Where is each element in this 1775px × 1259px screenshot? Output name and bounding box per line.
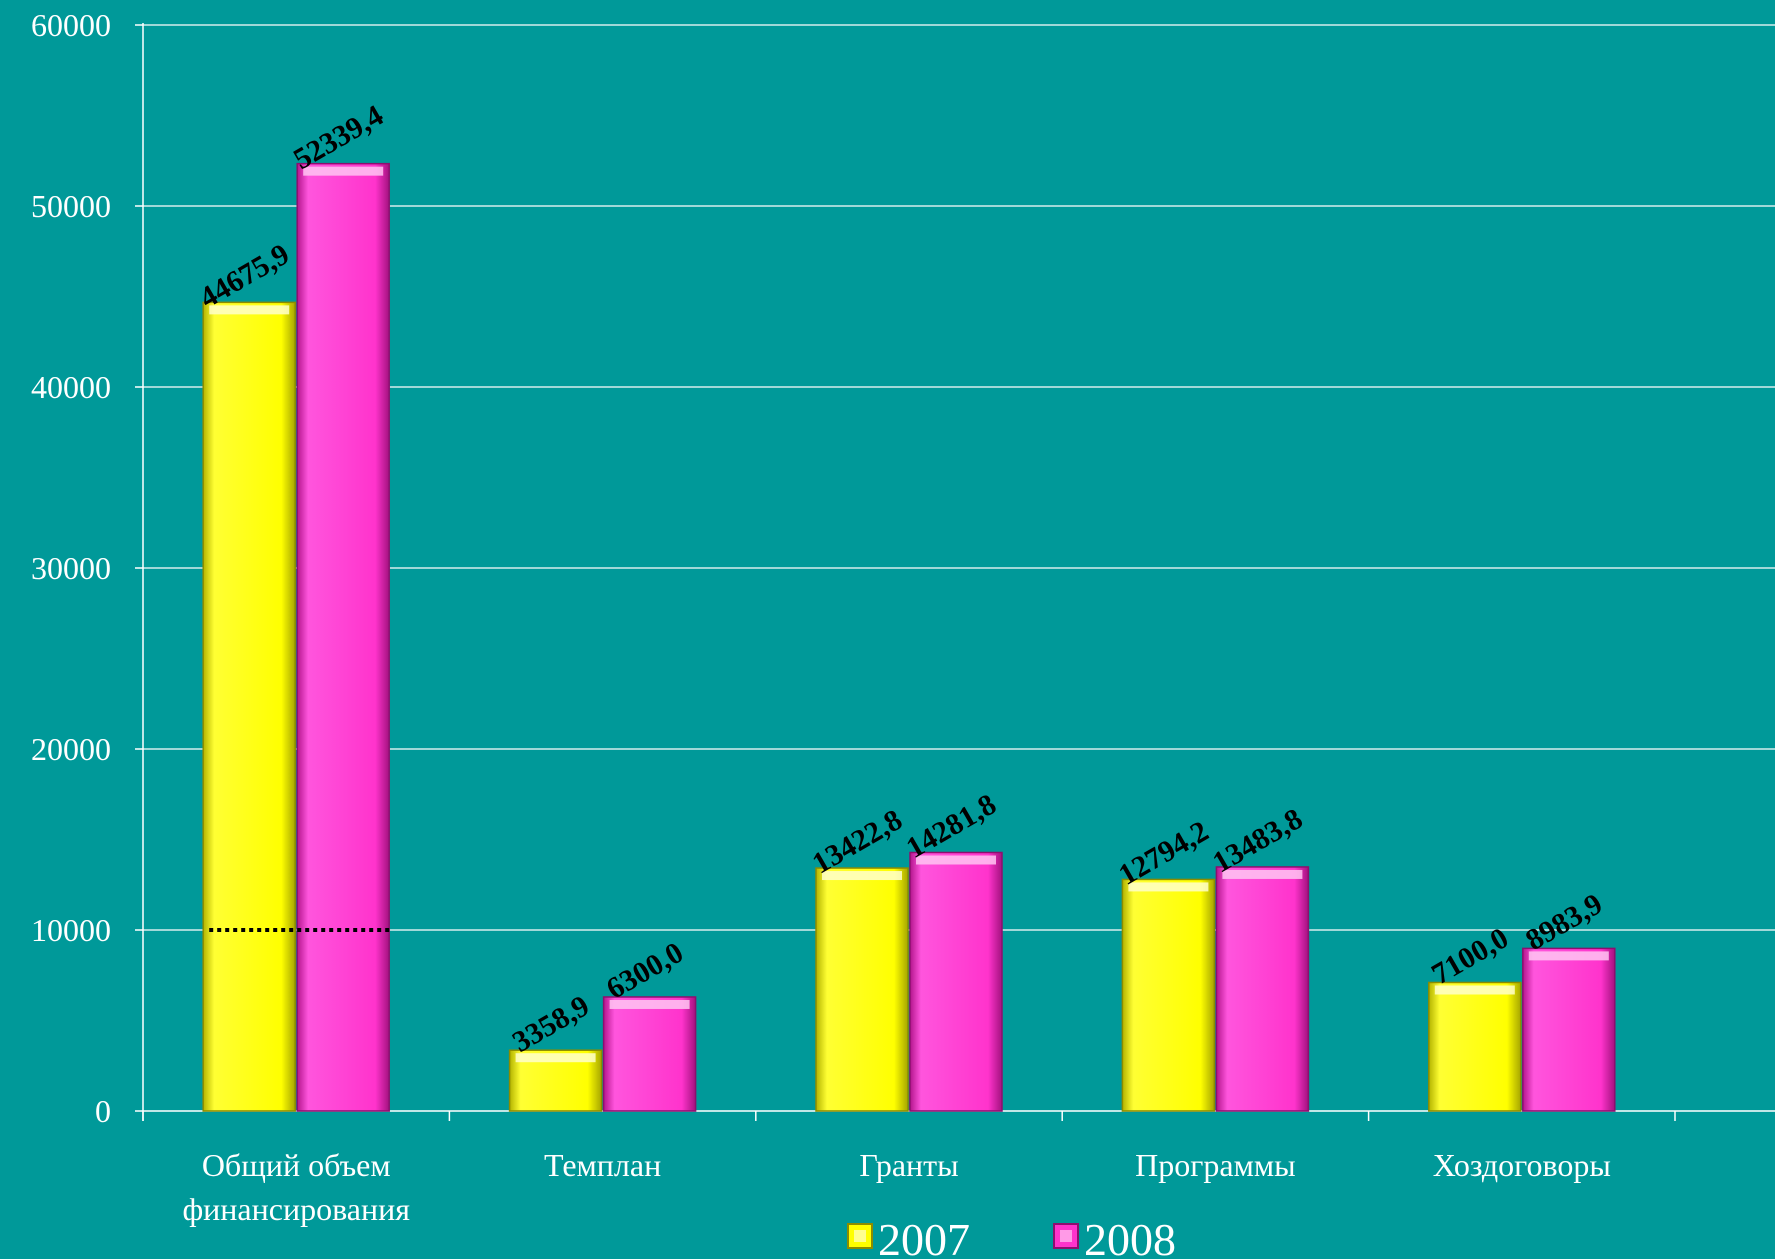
legend-swatch (1053, 1223, 1079, 1249)
category-label: финансирования (182, 1191, 410, 1227)
bar-2008 (1215, 866, 1310, 1112)
category-label: Общий объем (202, 1147, 391, 1183)
bar-2007 (508, 1049, 603, 1112)
legend-item-2008: 2008 (1053, 1214, 1176, 1259)
y-tick-label: 10000 (31, 912, 111, 948)
legend-item-2007: 2007 (847, 1214, 970, 1259)
category-label: Темплан (544, 1147, 661, 1183)
legend-label: 2008 (1084, 1214, 1176, 1259)
y-tick-label: 0 (95, 1093, 111, 1129)
y-tick-label: 30000 (31, 550, 111, 586)
y-tick-label: 60000 (31, 7, 111, 43)
bar-2007 (815, 867, 909, 1112)
y-tick-label: 40000 (31, 369, 111, 405)
bar-2007 (1121, 878, 1216, 1112)
data-label: 8983,9 (1520, 887, 1608, 957)
category-label: Программы (1135, 1147, 1295, 1183)
data-label: 3358,9 (507, 989, 595, 1059)
data-label: 7100,0 (1426, 921, 1514, 991)
category-label: Хоздоговоры (1433, 1147, 1611, 1183)
bar-2007 (1428, 981, 1522, 1112)
gridlines (143, 24, 1775, 931)
axes: 0 10000 20000 30000 40000 50000 60000 Общий объ… (31, 7, 1775, 1227)
bar-2008 (296, 162, 390, 1112)
legend-label: 2007 (878, 1214, 970, 1259)
bar-2007 (202, 301, 296, 1112)
bar-2008 (909, 851, 1003, 1112)
bars (202, 162, 1616, 1112)
bar-2008 (1522, 947, 1616, 1112)
category-label: Гранты (859, 1147, 958, 1183)
y-tick-label: 50000 (31, 188, 111, 224)
bar-2008 (602, 996, 697, 1112)
y-tick-label: 20000 (31, 731, 111, 767)
data-label: 6300,0 (601, 936, 689, 1006)
legend: 2007 2008 (847, 1214, 1176, 1259)
